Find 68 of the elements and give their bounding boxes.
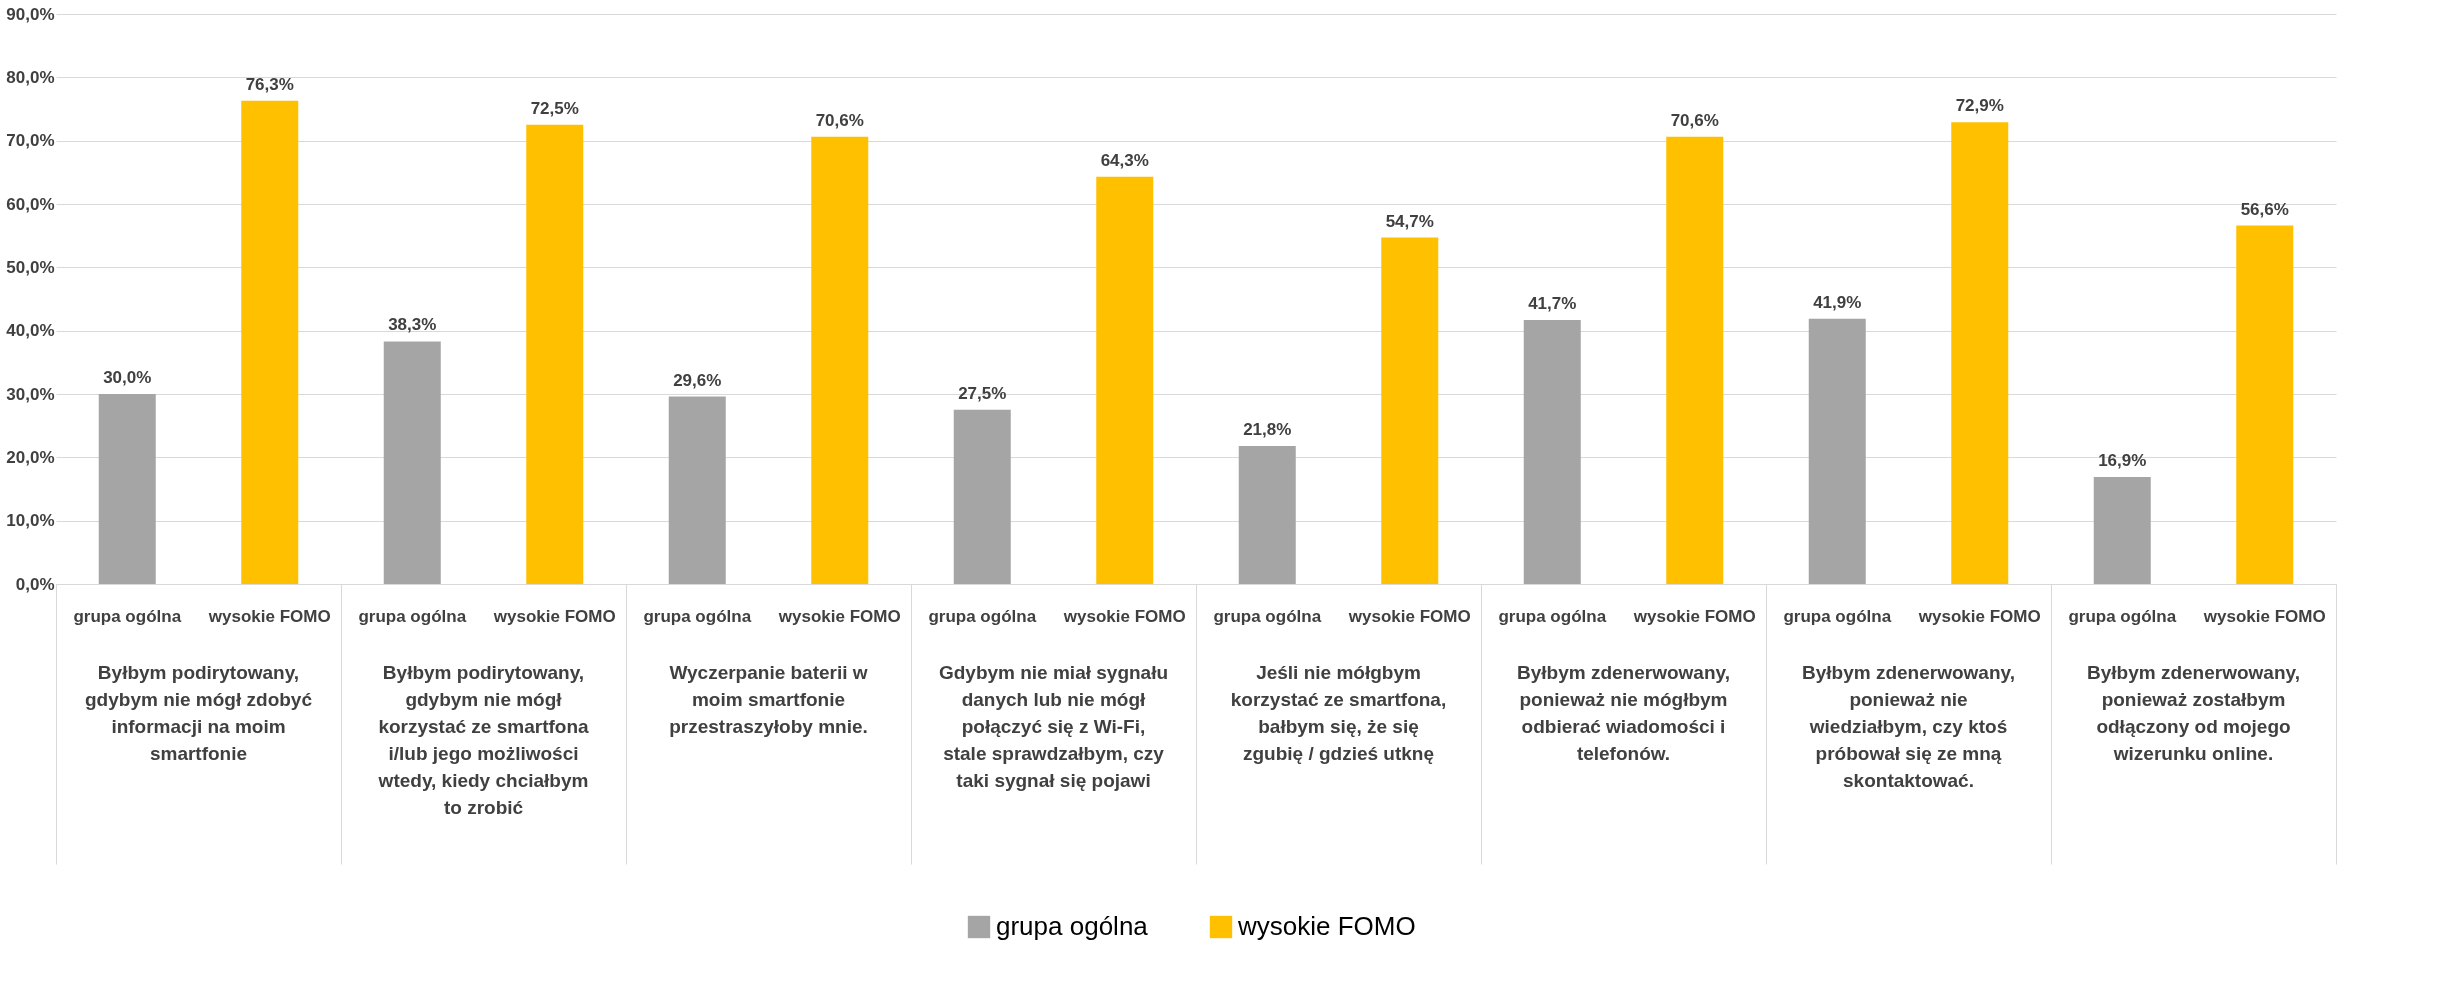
y-tick-label: 70,0%	[6, 131, 55, 151]
data-label: 41,9%	[1813, 292, 1862, 312]
y-tick-label: 30,0%	[6, 384, 55, 404]
data-label: 64,3%	[1100, 150, 1149, 170]
bar	[2236, 225, 2294, 584]
x-tick-label: Byłbym podirytowany, gdybym nie mógł zdobyć informacji na moim smartfonie	[85, 662, 313, 764]
text: wysokie FOMO	[1633, 607, 1756, 626]
data-label: 41,7%	[1528, 293, 1577, 313]
text: grupa ogólna	[358, 607, 467, 626]
x-tick-label: Byłbym zdenerwowany, ponieważ nie wiedziałbym, czy ktoś próbował się ze mną skontaktować.	[1802, 662, 2015, 791]
x-tick-label: Byłbym podirytowany, gdybym nie mógł korzystać ze smartfona i/lub jego możliwości wtedy, kiedy chciałbym to zrobić	[377, 662, 589, 818]
bar	[1238, 445, 1296, 584]
data-label: 21,8%	[1243, 419, 1292, 439]
bar	[1951, 122, 2009, 584]
text: wysokie FOMO	[778, 607, 901, 626]
y-tick-label: 80,0%	[6, 67, 55, 87]
bar	[241, 100, 299, 584]
data-label: 54,7%	[1385, 211, 1434, 231]
text: wysokie FOMO	[1348, 607, 1471, 626]
data-label: 72,5%	[530, 98, 579, 118]
bar	[1381, 237, 1439, 584]
text: grupa ogólna	[73, 607, 182, 626]
bar	[383, 341, 441, 584]
text: wysokie FOMO	[493, 607, 616, 626]
data-label: 70,6%	[815, 110, 864, 130]
bar	[668, 396, 726, 584]
text: grupa ogólna	[1498, 607, 1607, 626]
data-label: 56,6%	[2240, 199, 2289, 219]
text: wysokie FOMO	[208, 607, 331, 626]
text: grupa ogólna	[643, 607, 752, 626]
bar	[1523, 319, 1581, 584]
y-tick-label: 0,0%	[15, 574, 55, 594]
y-tick-label: 10,0%	[6, 511, 55, 531]
data-label: 76,3%	[245, 74, 294, 94]
text: grupa ogólna	[928, 607, 1037, 626]
y-tick-label: 20,0%	[6, 447, 55, 467]
bar	[953, 409, 1011, 584]
data-label: 70,6%	[1670, 110, 1719, 130]
bar	[526, 124, 584, 584]
data-label: 38,3%	[388, 315, 437, 335]
y-tick-label: 60,0%	[6, 194, 55, 214]
bar	[1808, 318, 1866, 584]
text: wysokie FOMO	[1063, 607, 1186, 626]
x-tick-label: Gdybym nie miał sygnału danych lub nie mógł połączyć się z Wi-Fi, stale sprawdzałbym, czy taki sygnał się pojawi	[938, 662, 1169, 791]
data-label: 72,9%	[1955, 96, 2004, 116]
bar	[811, 136, 869, 584]
legend-label: grupa ogólna	[996, 911, 1149, 941]
text: grupa ogólna	[2068, 607, 2177, 626]
bar	[1666, 136, 1724, 584]
y-tick-label: 50,0%	[6, 257, 55, 277]
y-tick-label: 90,0%	[6, 4, 55, 24]
data-label: 16,9%	[2098, 450, 2147, 470]
x-tick-label: Byłbym zdenerwowany, ponieważ nie mógłbym odbierać wiadomości i telefonów.	[1517, 662, 1730, 764]
x-tick-label: Byłbym zdenerwowany, ponieważ zostałbym odłączony od mojego wizerunku online.	[2087, 662, 2300, 764]
y-tick-label: 40,0%	[6, 321, 55, 341]
data-label: 27,5%	[958, 383, 1007, 403]
bar	[1096, 176, 1154, 584]
text: grupa ogólna	[1213, 607, 1322, 626]
data-label: 29,6%	[673, 370, 722, 390]
text: wysokie FOMO	[2203, 607, 2326, 626]
text: wysokie FOMO	[1918, 607, 2041, 626]
bar	[98, 394, 156, 584]
legend-label: wysokie FOMO	[1237, 911, 1416, 941]
x-tick-label: Wyczerpanie baterii w moim smartfonie przestraszyłoby mnie.	[669, 662, 868, 737]
text: grupa ogólna	[1783, 607, 1892, 626]
data-label: 30,0%	[103, 368, 152, 387]
bar	[2093, 476, 2151, 584]
x-tick-label: Jeśli nie mółgbym korzystać ze smartfona, bałbym się, że się zgubię / gdzieś utknę	[1230, 662, 1447, 764]
